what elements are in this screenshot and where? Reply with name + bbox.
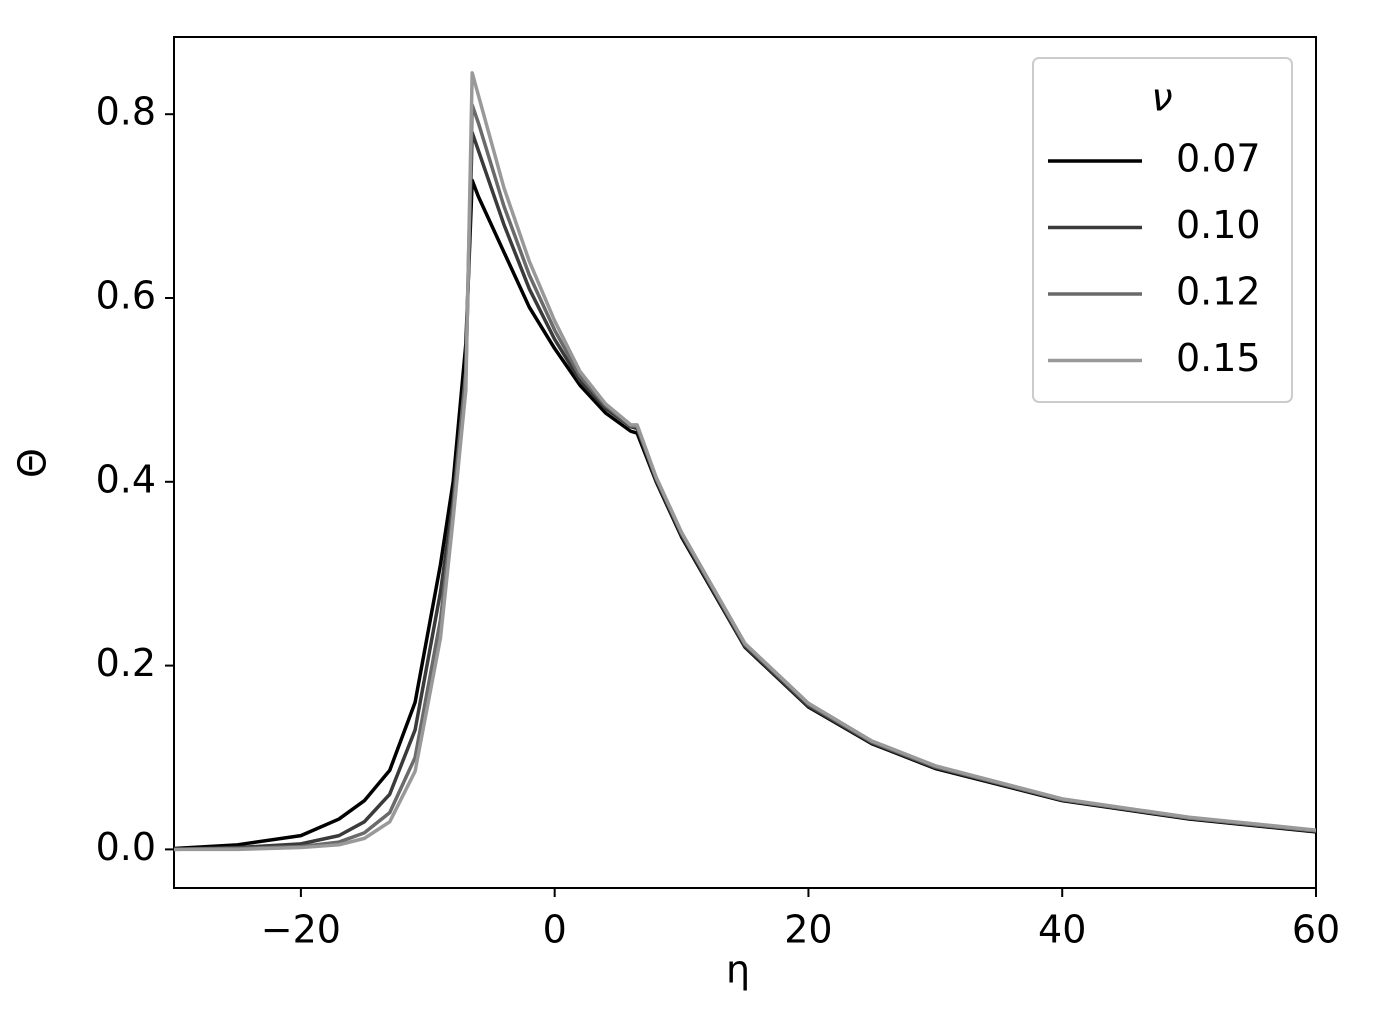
x-tick-label: 40 (1038, 908, 1086, 952)
y-tick-label: 0.8 (96, 90, 156, 134)
x-axis-label: η (726, 948, 750, 992)
legend-label: 0.15 (1176, 336, 1261, 380)
x-tick-label: −20 (261, 908, 341, 952)
y-tick-label: 0.6 (96, 273, 156, 317)
y-tick-label: 0.2 (96, 641, 156, 685)
legend-label: 0.12 (1176, 270, 1261, 314)
x-tick-label: 20 (784, 908, 832, 952)
legend-title: ν (1151, 76, 1172, 120)
plot-frame (173, 36, 1317, 889)
legend-label: 0.10 (1176, 203, 1261, 247)
x-tick-label: 60 (1292, 908, 1340, 952)
legend-box (1032, 57, 1293, 403)
y-tick-label: 0.4 (96, 457, 156, 501)
line-series (174, 71, 1316, 852)
x-tick-label: 0 (543, 908, 567, 952)
legend-label: 0.07 (1176, 137, 1261, 181)
y-axis-label: Θ (11, 448, 55, 478)
y-tick-label: 0.0 (96, 825, 156, 869)
